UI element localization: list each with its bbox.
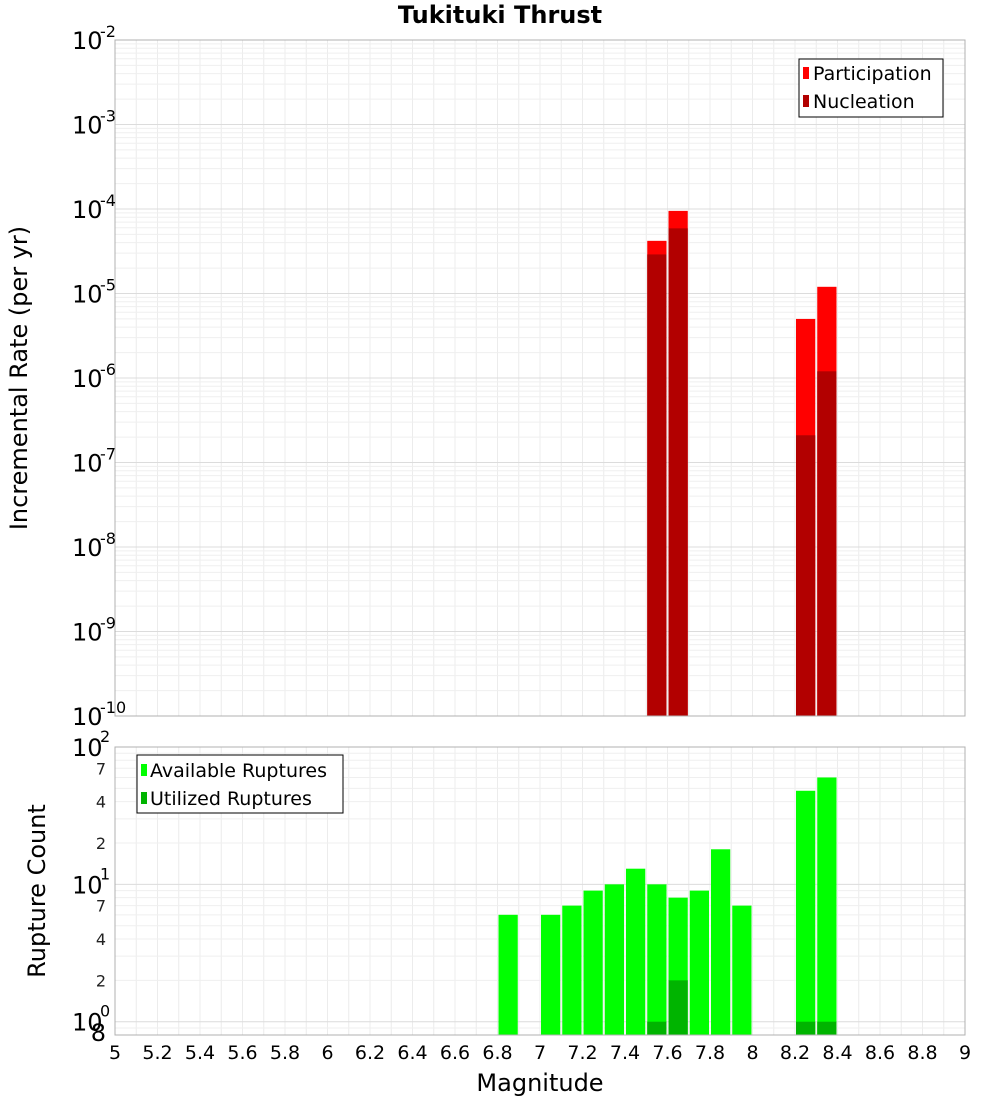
top-y-tick-exponent: -10 bbox=[100, 698, 126, 717]
x-tick-label: 8.6 bbox=[865, 1042, 895, 1064]
top-y-tick-exponent: -9 bbox=[100, 614, 116, 633]
top-legend-box bbox=[798, 58, 944, 118]
legend-swatch-nucleation bbox=[803, 95, 809, 107]
bar-available-ruptures bbox=[711, 849, 731, 1035]
bar-nucleation bbox=[668, 228, 688, 716]
top-y-tick-exponent: -4 bbox=[100, 191, 116, 210]
bar-nucleation bbox=[647, 254, 667, 716]
bottom-y-minor-label: 2 bbox=[96, 971, 106, 990]
top-y-tick-exponent: -3 bbox=[100, 107, 116, 126]
top-y-tick-exponent: -6 bbox=[100, 360, 116, 379]
top-y-tick-base: 10 bbox=[72, 196, 103, 224]
bar-nucleation bbox=[796, 435, 816, 716]
bar-available-ruptures bbox=[583, 890, 603, 1035]
top-y-axis-label: Incremental Rate (per yr) bbox=[5, 226, 33, 530]
x-tick-label: 5 bbox=[109, 1042, 121, 1064]
bottom-y-minor-label: 8 bbox=[91, 1019, 106, 1047]
ticks-layer: 5 5.2 5.4 5.6 5.8 6 6.2 6.4 6.6 6.8 7 7.2 7.4 7.6 7.8 8… bbox=[72, 22, 971, 1064]
x-tick-label: 8.8 bbox=[907, 1042, 937, 1064]
bottom-y-minor-label: 7 bbox=[96, 759, 106, 778]
x-tick-label: 7.2 bbox=[567, 1042, 597, 1064]
bar-nucleation bbox=[817, 371, 837, 716]
bottom-y-tick-exponent: 2 bbox=[100, 727, 110, 746]
bar-available-ruptures bbox=[689, 890, 709, 1035]
bar-available-ruptures bbox=[732, 905, 752, 1035]
x-tick-label: 6.4 bbox=[397, 1042, 427, 1064]
bars-layer bbox=[498, 210, 837, 1035]
x-tick-label: 5.8 bbox=[270, 1042, 300, 1064]
x-tick-label: 8.2 bbox=[780, 1042, 810, 1064]
frame-layer bbox=[114, 39, 966, 1036]
x-tick-label: 7 bbox=[534, 1042, 546, 1064]
x-axis-label: Magnitude bbox=[476, 1069, 603, 1097]
top-y-tick-exponent: -7 bbox=[100, 445, 116, 464]
bottom-y-minor-label: 4 bbox=[96, 930, 106, 949]
top-y-tick-exponent: -8 bbox=[100, 529, 116, 548]
legend-label-participation: Participation bbox=[813, 63, 932, 85]
x-tick-label: 5.4 bbox=[185, 1042, 215, 1064]
top-plot-frame bbox=[114, 39, 966, 717]
x-tick-label: 7.4 bbox=[610, 1042, 640, 1064]
top-y-tick-base: 10 bbox=[72, 703, 103, 731]
x-tick-label: 6.6 bbox=[440, 1042, 470, 1064]
bar-utilized-ruptures bbox=[668, 980, 688, 1035]
legend-label-utilized: Utilized Ruptures bbox=[150, 788, 312, 810]
x-tick-label: 7.8 bbox=[695, 1042, 725, 1064]
x-tick-label: 6 bbox=[321, 1042, 333, 1064]
top-y-tick-base: 10 bbox=[72, 27, 103, 55]
legend-swatch-available bbox=[141, 764, 147, 776]
bar-available-ruptures bbox=[796, 790, 816, 1035]
top-y-tick-base: 10 bbox=[72, 365, 103, 393]
bar-available-ruptures bbox=[498, 914, 518, 1035]
bar-utilized-ruptures bbox=[817, 1021, 837, 1035]
top-y-tick-exponent: -2 bbox=[100, 22, 116, 41]
x-tick-label: 5.6 bbox=[227, 1042, 257, 1064]
top-y-tick-base: 10 bbox=[72, 281, 103, 309]
legend-swatch-utilized bbox=[141, 792, 147, 804]
top-y-tick-base: 10 bbox=[72, 619, 103, 647]
bar-available-ruptures bbox=[562, 905, 582, 1035]
bar-available-ruptures bbox=[647, 884, 667, 1035]
bottom-legend-box bbox=[136, 754, 344, 814]
bottom-y-tick-base: 10 bbox=[72, 1009, 103, 1037]
bar-utilized-ruptures bbox=[647, 1021, 667, 1035]
top-y-tick-base: 10 bbox=[72, 450, 103, 478]
bar-utilized-ruptures bbox=[796, 1021, 816, 1035]
x-tick-label: 9 bbox=[959, 1042, 971, 1064]
x-tick-label: 8.4 bbox=[822, 1042, 852, 1064]
bar-available-ruptures bbox=[817, 777, 837, 1035]
bottom-y-tick-base: 10 bbox=[72, 871, 103, 899]
bar-available-ruptures bbox=[626, 868, 646, 1035]
chart-title: Tukituki Thrust bbox=[398, 1, 602, 29]
x-tick-label: 6.2 bbox=[355, 1042, 385, 1064]
top-y-tick-base: 10 bbox=[72, 112, 103, 140]
top-y-tick-exponent: -5 bbox=[100, 276, 116, 295]
legend-label-available: Available Ruptures bbox=[150, 760, 327, 782]
bottom-y-tick-base: 10 bbox=[72, 734, 103, 762]
x-tick-label: 6.8 bbox=[482, 1042, 512, 1064]
bottom-plot-frame bbox=[114, 746, 966, 1036]
legend-label-nucleation: Nucleation bbox=[813, 91, 915, 113]
top-y-tick-base: 10 bbox=[72, 534, 103, 562]
bottom-y-axis-label: Rupture Count bbox=[23, 804, 51, 978]
bar-available-ruptures bbox=[604, 884, 624, 1035]
x-tick-label: 5.2 bbox=[142, 1042, 172, 1064]
bottom-y-minor-label: 2 bbox=[96, 834, 106, 853]
bottom-legend: Available Ruptures Utilized Ruptures bbox=[136, 754, 344, 814]
bottom-y-minor-label: 4 bbox=[96, 793, 106, 812]
bottom-y-tick-exponent: 1 bbox=[100, 864, 110, 883]
x-tick-label: 7.6 bbox=[652, 1042, 682, 1064]
x-tick-label: 8 bbox=[746, 1042, 758, 1064]
bottom-y-tick-exponent: 0 bbox=[100, 1002, 110, 1021]
bottom-y-minor-label: 7 bbox=[96, 897, 106, 916]
top-legend: Participation Nucleation bbox=[798, 58, 944, 118]
bar-available-ruptures bbox=[541, 914, 561, 1035]
grid-layer bbox=[114, 40, 966, 1036]
legend-swatch-participation bbox=[803, 67, 809, 79]
